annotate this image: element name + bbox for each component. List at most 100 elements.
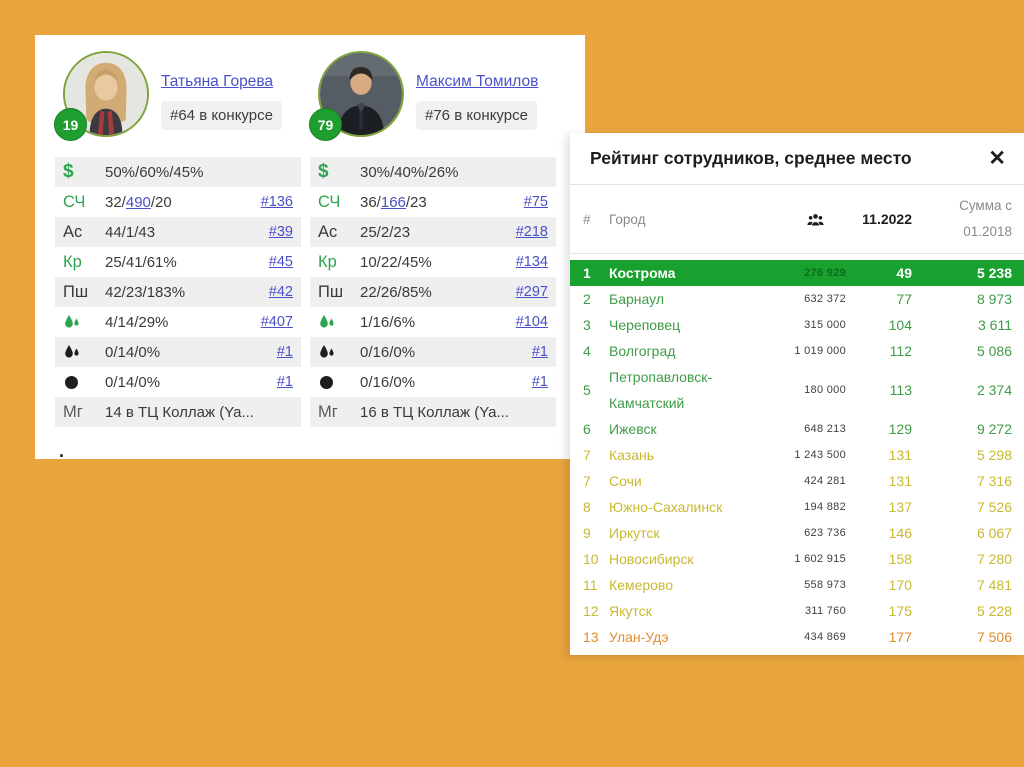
- row-rank: 104: [888, 317, 912, 333]
- employee-card: 19 Татьяна Горева #64 в конкурсе $ 50%/6…: [54, 47, 301, 427]
- table-row[interactable]: 2 Барнаул 632 372 77 8 973: [570, 286, 1024, 312]
- stat-value: 25/2/23: [360, 224, 516, 241]
- table-row[interactable]: 7 Сочи 424 281 131 7 316: [570, 468, 1024, 494]
- row-num: 6: [583, 421, 591, 437]
- row-sum: 7 316: [976, 473, 1012, 489]
- dialog-title: Рейтинг сотрудников, среднее место: [590, 148, 912, 168]
- employee-card: 79 Максим Томилов #76 в конкурсе $ 30%/4…: [309, 47, 556, 427]
- stat-value: 14 в ТЦ Коллаж (Ya...: [105, 404, 293, 421]
- value-text: 10/22/45%: [360, 253, 432, 271]
- close-icon[interactable]: ✕: [988, 147, 1006, 170]
- stat-row: $ 50%/60%/45%: [55, 157, 301, 187]
- stat-row: $ 30%/40%/26%: [310, 157, 556, 187]
- stat-value: 30%/40%/26%: [360, 164, 548, 181]
- droplets-green-icon: [63, 314, 105, 330]
- column-city: Город: [609, 211, 646, 227]
- row-num: 9: [583, 525, 591, 541]
- rank-link[interactable]: #1: [531, 374, 548, 390]
- rank-link[interactable]: #75: [523, 194, 548, 210]
- row-rank: 131: [888, 447, 912, 463]
- row-num: 8: [583, 499, 591, 515]
- value-text: 42/23/183%: [105, 283, 186, 301]
- rank-link[interactable]: #297: [515, 284, 548, 300]
- rank-link[interactable]: #45: [268, 254, 293, 270]
- rank-link[interactable]: #218: [515, 224, 548, 240]
- value-text: 4/14/29%: [105, 313, 169, 331]
- employee-name-link[interactable]: Татьяна Горева: [161, 73, 274, 90]
- stat-row: 0/14/0% #1: [55, 367, 301, 397]
- rank-link[interactable]: #136: [260, 194, 293, 210]
- avatar[interactable]: 79: [309, 51, 404, 141]
- table-row[interactable]: 6 Ижевск 648 213 129 9 272: [570, 416, 1024, 442]
- employee-compare-panel: 19 Татьяна Горева #64 в конкурсе $ 50%/6…: [35, 35, 585, 461]
- row-sum: 3 611: [978, 317, 1012, 333]
- stat-row: Пш 22/26/85% #297: [310, 277, 556, 307]
- column-sum-line2: 01.2018: [963, 224, 1012, 239]
- rank-link[interactable]: #39: [268, 224, 293, 240]
- stat-value: 22/26/85%: [360, 284, 516, 301]
- row-rank: 131: [888, 473, 912, 489]
- table-row[interactable]: 11 Кемерово 558 973 170 7 481: [570, 572, 1024, 598]
- card-header: 79 Максим Томилов #76 в конкурсе: [309, 47, 556, 157]
- table-row[interactable]: 12 Якутск 311 760 175 5 228: [570, 598, 1024, 624]
- row-sum: 5 228: [976, 603, 1012, 619]
- row-num: 13: [583, 629, 599, 645]
- row-sum: 5 086: [976, 343, 1012, 359]
- table-row[interactable]: 4 Волгоград 1 019 000 112 5 086: [570, 338, 1024, 364]
- table-row[interactable]: 7 Казань 1 243 500 131 5 298: [570, 442, 1024, 468]
- table-row[interactable]: 10 Новосибирск 1 602 915 158 7 280: [570, 546, 1024, 572]
- stat-row: СЧ 32/490/20 #136: [55, 187, 301, 217]
- value-link[interactable]: 166: [380, 193, 406, 211]
- value-text: 32/: [105, 193, 126, 211]
- row-sum: 7 506: [976, 629, 1012, 645]
- row-city: Кемерово: [609, 577, 673, 593]
- avatar[interactable]: 19: [54, 51, 149, 141]
- table-row[interactable]: 9 Иркутск 623 736 146 6 067: [570, 520, 1024, 546]
- stat-row: Мг 16 в ТЦ Коллаж (Ya...: [310, 397, 556, 427]
- row-city: Волгоград: [609, 343, 676, 359]
- rank-link[interactable]: #42: [268, 284, 293, 300]
- value-text: 22/26/85%: [360, 283, 432, 301]
- row-population: 315 000: [804, 319, 846, 331]
- stat-label: Мг: [63, 402, 83, 421]
- stat-value: 4/14/29%: [105, 314, 261, 331]
- column-sum-line1: Сумма с: [959, 198, 1012, 213]
- stat-row: Кр 25/41/61% #45: [55, 247, 301, 277]
- stat-row: 0/14/0% #1: [55, 337, 301, 367]
- rank-link[interactable]: #1: [276, 344, 293, 360]
- stat-label: Ас: [318, 222, 338, 241]
- dollar-label: $: [318, 161, 329, 182]
- rank-link[interactable]: #1: [531, 344, 548, 360]
- rank-link[interactable]: #407: [260, 314, 293, 330]
- row-rank: 158: [888, 551, 912, 567]
- row-city: Кострома: [609, 265, 676, 281]
- row-city: Казань: [609, 447, 655, 463]
- value-link[interactable]: 490: [125, 193, 151, 211]
- rank-link[interactable]: #1: [276, 374, 293, 390]
- row-population: 1 243 500: [794, 449, 846, 461]
- value-text: 1/16/6%: [360, 313, 416, 331]
- stat-label: Мг: [318, 402, 338, 421]
- row-population: 1 602 915: [794, 553, 846, 565]
- row-rank: 77: [896, 291, 912, 307]
- employee-name-link[interactable]: Максим Томилов: [416, 73, 539, 90]
- table-row[interactable]: 13 Улан-Удэ 434 869 177 7 506: [570, 624, 1024, 650]
- row-rank: 49: [896, 265, 912, 281]
- value-text: /20: [150, 193, 172, 211]
- table-row[interactable]: 1 Кострома 276 929 49 5 238: [570, 260, 1024, 286]
- value-text: 44/1/43: [105, 223, 156, 241]
- row-city: Сочи: [609, 473, 642, 489]
- table-row[interactable]: 3 Череповец 315 000 104 3 611: [570, 312, 1024, 338]
- table-row[interactable]: 8 Южно-Сахалинск 194 882 137 7 526: [570, 494, 1024, 520]
- row-num: 12: [583, 603, 599, 619]
- value-text: 0/14/0%: [105, 343, 161, 361]
- rank-link[interactable]: #104: [515, 314, 548, 330]
- row-population: 276 929: [804, 267, 846, 279]
- row-num: 5: [583, 382, 591, 398]
- row-population: 632 372: [804, 293, 846, 305]
- stats-table: $ 50%/60%/45% СЧ 32/490/20 #136 Ас 44/1/…: [55, 157, 301, 427]
- row-population: 194 882: [804, 501, 846, 513]
- rank-link[interactable]: #134: [515, 254, 548, 270]
- table-row[interactable]: 5 Петропавловск-Камчатский 180 000 113 2…: [570, 364, 1024, 416]
